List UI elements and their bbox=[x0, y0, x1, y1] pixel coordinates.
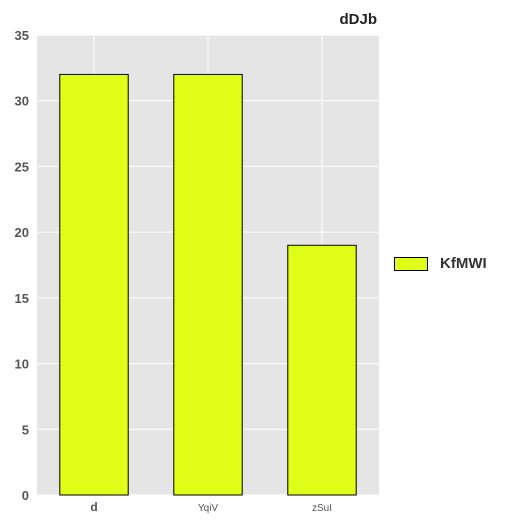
legend-label: KfMWI bbox=[440, 255, 487, 272]
y-tick-label: 25 bbox=[15, 159, 29, 174]
x-tick-label: zSuI bbox=[312, 503, 332, 514]
bar-d bbox=[60, 74, 128, 495]
y-tick-label: 35 bbox=[15, 28, 29, 43]
bar-zSuI bbox=[288, 245, 356, 495]
bar-YqiV bbox=[174, 74, 242, 495]
y-tick-label: 0 bbox=[22, 488, 29, 503]
x-tick-label: d bbox=[90, 500, 97, 514]
y-tick-label: 10 bbox=[15, 357, 29, 372]
legend-swatch bbox=[394, 257, 428, 271]
legend: KfMWI bbox=[394, 255, 487, 272]
y-axis-ticks: 0 5 10 15 20 25 30 35 bbox=[15, 28, 29, 503]
y-tick-label: 30 bbox=[15, 94, 29, 109]
x-tick-label: YqiV bbox=[198, 503, 219, 514]
x-axis-ticks: d YqiV zSuI bbox=[90, 500, 332, 514]
y-tick-label: 20 bbox=[15, 225, 29, 240]
y-tick-label: 15 bbox=[15, 291, 29, 306]
y-tick-label: 5 bbox=[22, 422, 29, 437]
chart-title: dDJb bbox=[340, 11, 378, 28]
